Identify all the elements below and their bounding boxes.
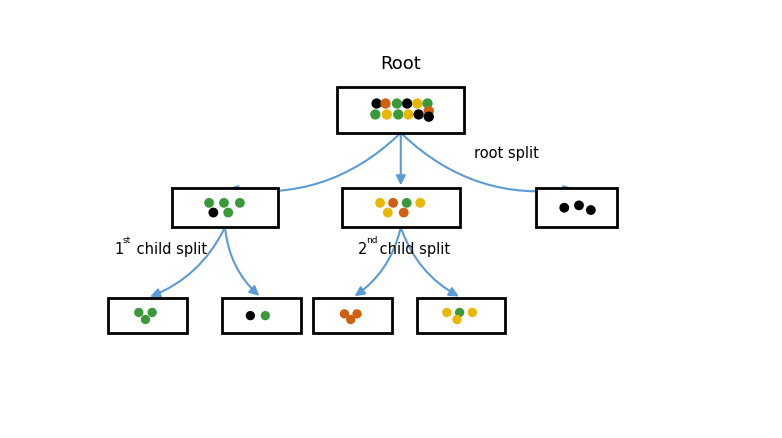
Point [234, 199, 246, 206]
Bar [108, 298, 187, 333]
Point [392, 111, 404, 118]
Bar [222, 298, 301, 333]
Point [382, 209, 394, 216]
Point [402, 111, 414, 118]
Point [203, 199, 215, 206]
Point [585, 207, 597, 214]
Point [466, 309, 479, 316]
Point [440, 309, 453, 316]
Bar [337, 87, 465, 133]
Text: child split: child split [131, 242, 206, 258]
Point [217, 199, 230, 206]
Bar [313, 298, 392, 333]
Text: Root: Root [380, 55, 421, 73]
Point [387, 199, 400, 206]
Point [351, 311, 364, 318]
Point [454, 309, 466, 316]
Point [222, 209, 235, 216]
Point [391, 100, 404, 107]
Text: root split: root split [474, 146, 538, 161]
Text: nd: nd [366, 236, 378, 245]
Point [422, 107, 435, 114]
Text: st: st [123, 236, 131, 245]
Text: 1: 1 [115, 242, 124, 258]
Point [411, 100, 424, 107]
Point [381, 111, 393, 118]
Point [207, 209, 220, 216]
Point [139, 316, 152, 323]
Text: child split: child split [375, 242, 450, 258]
Bar [342, 188, 460, 227]
Point [344, 316, 357, 323]
Point [558, 204, 571, 211]
Text: 2: 2 [358, 242, 368, 258]
Point [401, 100, 414, 107]
Point [132, 309, 145, 316]
Point [412, 111, 425, 118]
Point [421, 100, 434, 107]
Bar [418, 298, 505, 333]
Bar [536, 188, 618, 227]
Point [450, 316, 463, 323]
Point [259, 312, 271, 319]
Point [414, 199, 426, 206]
Point [379, 100, 392, 107]
Point [572, 202, 585, 209]
Point [369, 111, 382, 118]
Point [397, 209, 410, 216]
Point [146, 309, 159, 316]
Point [374, 199, 386, 206]
Point [371, 100, 383, 107]
Point [244, 312, 256, 319]
Bar [172, 188, 278, 227]
Point [338, 311, 350, 318]
Point [422, 113, 435, 120]
Point [400, 199, 413, 206]
